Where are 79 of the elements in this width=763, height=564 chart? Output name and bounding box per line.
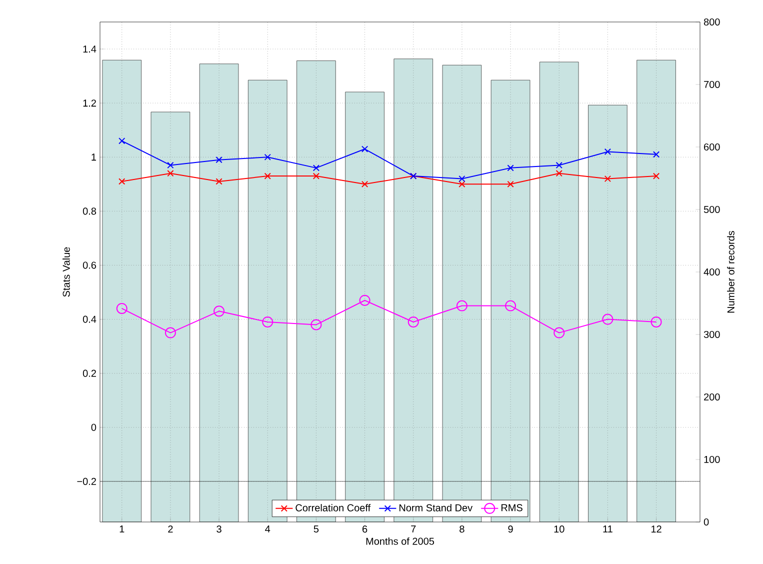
bar [491,80,530,522]
y2-tick-label: 600 [704,143,720,151]
y-tick-label: 0.8 [82,208,96,215]
point [167,170,174,177]
point [359,294,370,306]
y-tick-label: 1.2 [83,100,96,107]
x-tick-label: 4 [265,526,270,532]
y2-tick-label: 400 [704,268,720,276]
point [118,138,126,144]
point [118,178,126,185]
y2-tick-label: 200 [704,393,720,401]
x-tick-label: 5 [314,526,319,532]
y2-axis-title: Number of records [727,230,734,313]
legend-label: RMS [501,504,522,512]
point [604,175,612,182]
x-axis-title: Months of 2005 [366,537,434,545]
x-tick-label: 9 [508,526,513,533]
bar [636,60,676,522]
point [556,170,562,177]
x-tick-label: 2 [168,526,173,532]
point [264,172,271,180]
point [458,175,466,182]
point [167,162,174,169]
point [458,180,466,188]
point [556,162,562,169]
x-tick-label: 8 [460,526,464,533]
point [214,306,225,317]
point [554,327,565,338]
point [361,146,368,152]
y2-tick-label: 500 [704,206,720,214]
bar [540,62,579,522]
x-tick-label: 3 [216,526,222,533]
point [216,178,222,185]
point [312,164,320,172]
bar [345,92,384,522]
y-tick-label: −0.2 [77,478,96,485]
point [650,316,662,328]
point [507,164,514,172]
point [408,316,419,328]
legend-label: Norm Stand Dev [399,504,473,512]
point [456,300,468,312]
y-tick-label: 1 [92,154,96,161]
y2-tick-label: 100 [704,456,720,464]
x-tick-label: 6 [362,526,368,533]
point [652,172,660,180]
point [262,316,274,328]
y-tick-label: 0.6 [82,262,96,269]
point [312,172,320,180]
point [164,327,176,338]
point [216,156,222,164]
y-tick-label: 1.4 [83,46,96,52]
y2-tick-label: 800 [704,18,720,26]
bar [588,105,628,522]
x-tick-label: 12 [651,526,662,532]
y-tick-label: 0 [91,424,96,431]
y2-tick-label: 0 [704,518,709,526]
x-tick-label: 7 [411,526,416,532]
point [310,319,322,330]
point [602,314,614,325]
y2-tick-label: 700 [704,80,720,88]
point [652,151,660,158]
point [361,180,368,188]
legend-label: Correlation Coeff [296,504,371,512]
y-tick-label: 0.2 [82,370,96,377]
point [505,300,516,312]
bar [151,112,190,522]
point [507,180,514,188]
bar [200,64,238,522]
x-tick-label: 11 [603,526,612,532]
point [116,302,128,314]
y2-tick-label: 300 [704,330,720,338]
y-axis-title: Stats Value [62,247,70,297]
bar [248,80,288,522]
y-tick-label: 0.4 [82,316,96,323]
point [264,154,271,160]
x-tick-label: 10 [554,526,564,533]
x-tick-label: 1 [120,526,124,532]
point [604,148,612,156]
bar [102,60,142,522]
